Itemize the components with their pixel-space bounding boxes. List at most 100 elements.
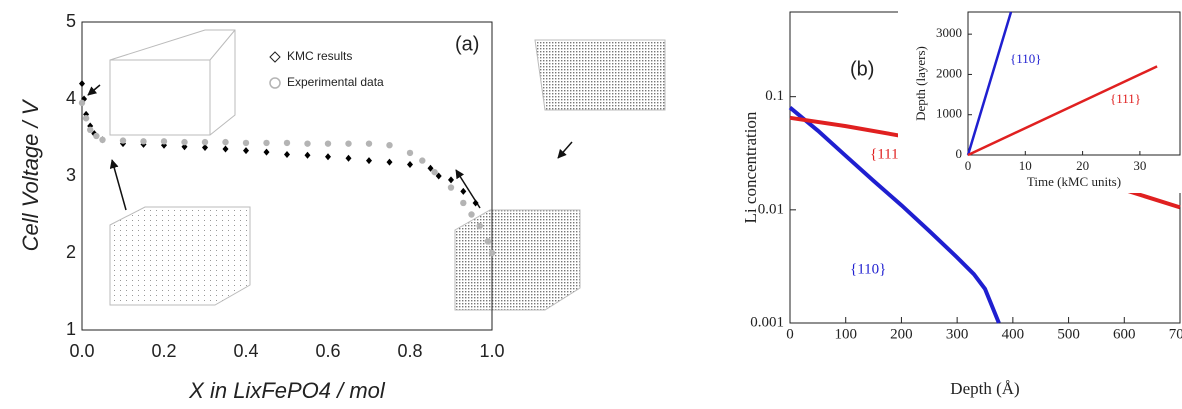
x-tick-label: 300 (946, 326, 969, 342)
series-label: {111} (870, 146, 906, 162)
diamond-point (345, 154, 352, 162)
diamond-point (263, 148, 270, 156)
y-tick-label: 0.01 (758, 201, 784, 217)
x-tick-label: 200 (890, 326, 913, 342)
y-tick-label: 0.001 (750, 314, 784, 330)
circle-point (460, 199, 467, 207)
x-tick-label: 100 (834, 326, 857, 342)
circle-point (242, 139, 250, 147)
x-tick-label: 0.6 (315, 341, 340, 361)
circle-point (283, 139, 291, 147)
chart: 0 10 20 30 0 1000 2000 3000 Time (kMC units) Dept… (898, 10, 1182, 193)
circle-point (99, 136, 106, 144)
diamond-point (427, 164, 434, 172)
y-tick-label: 1 (66, 319, 76, 339)
circle-point (431, 168, 438, 176)
diamond-point (435, 172, 442, 180)
legend-label: Experimental data (287, 75, 384, 89)
x-tick-label: 500 (1057, 326, 1080, 342)
arrow (87, 84, 101, 96)
legend-marker (269, 77, 281, 89)
diamond-point (460, 187, 467, 195)
box-image (454, 209, 581, 311)
y-tick-label: 3 (66, 165, 76, 185)
y-tick-label: 5 (66, 11, 76, 31)
circle-point (476, 222, 483, 230)
circle-point (222, 138, 229, 146)
circle-point (181, 138, 188, 146)
circle-point (419, 157, 426, 164)
circle-point (447, 184, 455, 191)
circle-point (488, 249, 496, 257)
y-axis-label: Cell Voltage / V (18, 98, 43, 251)
y-tick-label: 0 (956, 146, 963, 161)
diamond-point (472, 199, 479, 207)
diamond-point (181, 143, 188, 151)
series-line (788, 106, 1001, 324)
series-line (966, 11, 1013, 156)
y-tick-label: 1000 (936, 106, 962, 121)
circle-point (140, 138, 147, 145)
x-tick-label: 20 (1076, 158, 1089, 173)
circle-point (201, 138, 209, 146)
circle-point (304, 140, 311, 147)
diamond-point (243, 147, 249, 155)
circle-point (365, 140, 373, 147)
circle-point (345, 140, 352, 147)
circle-point (87, 126, 94, 133)
legend-label: KMC results (287, 49, 352, 63)
diamond-point (325, 153, 331, 161)
x-tick-label: 0 (786, 326, 794, 342)
x-tick-label: 10 (1019, 158, 1032, 173)
y-tick-label: 0.1 (765, 88, 784, 104)
y-tick-label: 2000 (936, 65, 962, 80)
x-tick-label: 0.0 (69, 341, 94, 361)
circle-point (468, 211, 475, 218)
circle-point (263, 139, 270, 147)
x-axis-label: Depth (Å) (950, 379, 1019, 398)
circle-point (160, 138, 168, 145)
circle-point (324, 140, 332, 147)
x-tick-label: 0.8 (397, 341, 422, 361)
x-tick-label: 30 (1133, 158, 1146, 173)
circle-point (484, 238, 492, 245)
diamond-point (448, 176, 454, 184)
x-tick-label: 0 (965, 158, 972, 173)
diamond-point (304, 151, 311, 159)
diamond-point (222, 145, 229, 153)
diamond-point (79, 80, 85, 88)
arrow (109, 159, 127, 211)
x-tick-label: 400 (1002, 326, 1025, 342)
y-tick-label: 3000 (936, 25, 962, 40)
series-label: {111} (1110, 91, 1141, 106)
x-tick-label: 700 (1169, 326, 1182, 342)
chart: 0.0 0.2 0.4 0.6 0.8 1.0 1 2 3 4 5 X in LixFePO4 / m… (18, 11, 505, 403)
diamond-point (366, 157, 372, 165)
circle-point (82, 115, 90, 122)
x-tick-label: 0.4 (233, 341, 258, 361)
diamond-point (407, 160, 413, 168)
series-label: {110} (850, 261, 886, 277)
circle-point (119, 137, 127, 144)
legend-marker (269, 51, 281, 63)
circle-point (78, 99, 86, 107)
y-tick-label: 2 (66, 242, 76, 262)
inset-background (898, 10, 1182, 193)
circle-point (93, 132, 100, 140)
y-tick-label: 4 (66, 88, 76, 108)
box-image (109, 206, 251, 306)
box-image (534, 39, 666, 111)
x-axis-label: Time (kMC units) (1027, 174, 1121, 189)
diamond-point (284, 150, 290, 158)
annotation: (b) (850, 58, 874, 80)
x-tick-label: 0.2 (151, 341, 176, 361)
diamond-point (386, 158, 393, 166)
x-tick-label: 1.0 (479, 341, 504, 361)
plot-frame (81, 21, 493, 331)
y-axis-label: Li concentration (741, 111, 760, 223)
plot-frame (967, 11, 1181, 156)
y-axis-label: Depth (layers) (913, 46, 928, 121)
x-tick-label: 600 (1113, 326, 1136, 342)
inset-images (87, 29, 666, 311)
diamond-point (202, 144, 208, 152)
